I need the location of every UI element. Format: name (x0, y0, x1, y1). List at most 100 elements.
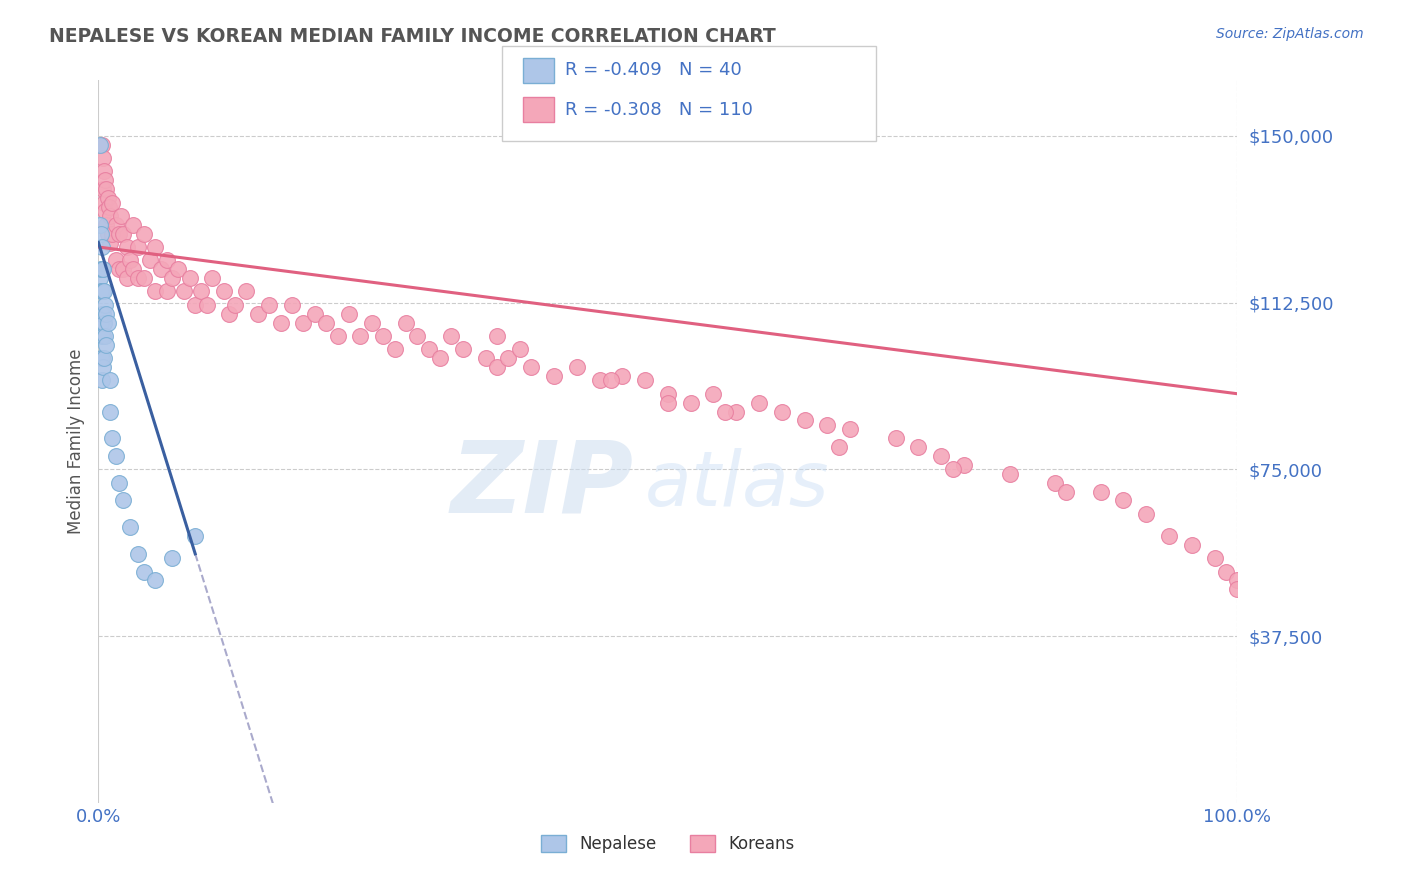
Point (748, 395, 770, 409)
Point (94, 204, 117, 219)
Point (395, 316, 418, 330)
Point (108, 262, 131, 277)
Point (91, 182, 114, 196)
Point (326, 329, 349, 343)
Point (998, 467, 1021, 481)
Point (104, 218, 127, 232)
Point (167, 262, 190, 277)
Point (1043, 475, 1066, 490)
Y-axis label: Median Family Income: Median Family Income (66, 349, 84, 534)
Point (520, 360, 543, 375)
Point (349, 329, 371, 343)
Point (600, 373, 623, 387)
Point (259, 298, 281, 312)
Point (121, 218, 143, 232)
Point (634, 373, 657, 387)
Point (96, 227, 118, 241)
Point (588, 373, 610, 387)
Point (96, 182, 118, 196)
Point (91, 151, 114, 165)
Point (179, 271, 201, 285)
Point (90, 285, 112, 299)
Point (115, 271, 138, 285)
Point (1157, 529, 1180, 543)
Point (127, 240, 149, 254)
Point (1090, 484, 1112, 499)
Point (96, 338, 118, 352)
Point (96, 218, 118, 232)
Point (486, 360, 509, 375)
Point (418, 343, 440, 357)
Point (1181, 538, 1204, 552)
Point (337, 307, 360, 321)
Point (162, 271, 184, 285)
Point (120, 520, 142, 534)
Point (828, 440, 851, 454)
Point (440, 329, 463, 343)
Point (90, 307, 112, 321)
Point (96, 316, 118, 330)
Text: atlas: atlas (645, 448, 830, 522)
Point (89, 218, 111, 232)
Point (815, 417, 838, 432)
Point (120, 253, 142, 268)
Text: ZIP: ZIP (451, 436, 634, 533)
Point (770, 404, 793, 418)
Point (90, 351, 112, 366)
Point (145, 574, 167, 588)
Point (91, 307, 114, 321)
Point (90, 227, 112, 241)
Point (1054, 484, 1078, 499)
Point (195, 298, 218, 312)
Point (132, 565, 155, 579)
Point (101, 195, 124, 210)
Legend: Nepalese, Koreans: Nepalese, Koreans (534, 828, 801, 860)
Point (201, 271, 224, 285)
Point (90, 373, 112, 387)
Point (384, 343, 406, 357)
Point (173, 285, 195, 299)
Point (1226, 582, 1249, 597)
Point (884, 431, 907, 445)
Point (509, 343, 531, 357)
Point (89, 137, 111, 152)
Point (90, 240, 112, 254)
Point (90, 329, 112, 343)
Point (94, 298, 117, 312)
Point (90, 316, 112, 330)
Point (281, 298, 304, 312)
Point (104, 253, 127, 268)
Point (91, 285, 114, 299)
Point (112, 493, 135, 508)
Point (793, 413, 815, 427)
Point (150, 262, 173, 277)
Point (98, 373, 121, 387)
Point (184, 529, 207, 543)
Point (162, 551, 184, 566)
Point (156, 285, 179, 299)
Point (612, 368, 634, 383)
Point (953, 458, 976, 472)
Point (190, 285, 212, 299)
Point (218, 307, 240, 321)
Point (474, 351, 496, 366)
Point (270, 316, 292, 330)
Point (108, 227, 131, 241)
Point (138, 253, 160, 268)
Point (702, 386, 724, 401)
Point (90, 262, 112, 277)
Point (132, 227, 155, 241)
Text: R = -0.308   N = 110: R = -0.308 N = 110 (565, 101, 754, 119)
Point (101, 431, 124, 445)
Point (94, 329, 117, 343)
Point (90, 351, 112, 366)
Point (1215, 565, 1237, 579)
Point (907, 440, 929, 454)
Point (942, 462, 965, 476)
Point (292, 316, 315, 330)
Point (93, 316, 115, 330)
Point (112, 227, 135, 241)
Point (657, 386, 679, 401)
Point (657, 395, 679, 409)
Point (110, 209, 132, 223)
